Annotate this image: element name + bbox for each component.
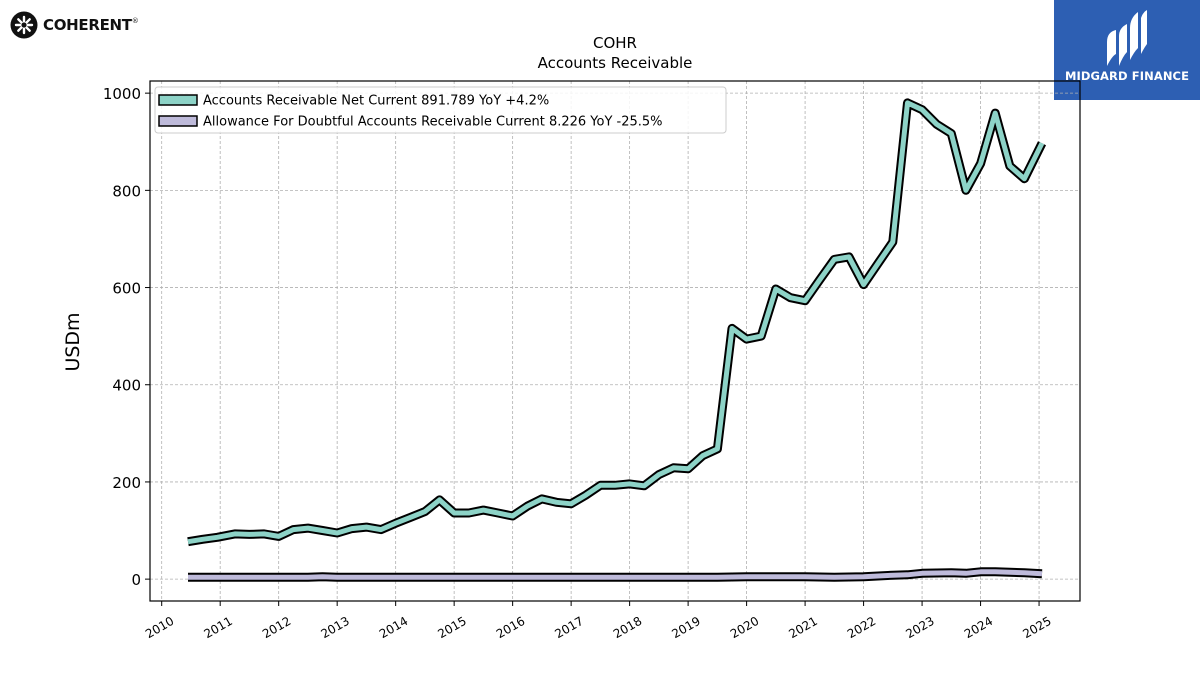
plot-series — [187, 98, 1047, 582]
x-axis: 2010 2011 2012 2013 2014 2015 2016 2017 2018 2019… — [143, 601, 1054, 641]
x-tick-label: 2025 — [1020, 614, 1053, 641]
y-tick-label: 600 — [112, 280, 141, 298]
y-tick-label: 0 — [131, 571, 141, 589]
legend-label-ar: Accounts Receivable Net Current 891.789 … — [203, 94, 549, 109]
plot-frame — [149, 80, 1081, 602]
x-tick-label: 2018 — [611, 614, 644, 641]
company-name: COHERENT — [43, 16, 132, 34]
x-tick-label: 2020 — [728, 614, 761, 641]
series-line-allowance — [188, 569, 1043, 580]
x-tick-label: 2019 — [669, 614, 702, 641]
y-axis-label: USDm — [62, 312, 84, 371]
midgard-mark-icon — [1107, 10, 1147, 66]
x-tick-label: 2021 — [786, 614, 819, 641]
x-tick-label: 2023 — [903, 614, 936, 641]
x-tick-label: 2022 — [845, 614, 878, 641]
y-tick-label: 1000 — [103, 85, 141, 103]
legend-swatch-allowance — [158, 115, 198, 127]
x-tick-label: 2010 — [143, 614, 176, 641]
x-tick-label: 2014 — [377, 614, 410, 641]
coherent-logo: COHERENT ® — [10, 9, 160, 41]
y-tick-label: 400 — [112, 377, 141, 395]
x-tick-label: 2016 — [494, 614, 527, 641]
chart-title: COHR — [593, 34, 637, 52]
x-tick-label: 2012 — [260, 614, 293, 641]
midgard-finance-logo: MIDGARD FINANCE — [1054, 0, 1200, 100]
series-line-outline-ar — [187, 98, 1047, 547]
y-tick-label: 200 — [112, 474, 141, 492]
coherent-mark-icon — [10, 11, 38, 39]
chart-subtitle: Accounts Receivable — [538, 54, 693, 72]
legend-swatch-ar — [158, 94, 198, 106]
grid — [150, 81, 1080, 601]
publisher-name: MIDGARD FINANCE — [1064, 69, 1190, 83]
series-line-ar — [187, 100, 1045, 545]
registered-mark: ® — [131, 17, 139, 25]
y-tick-label: 800 — [112, 182, 141, 200]
y-axis: 0 200 400 600 800 1000 — [103, 85, 150, 589]
x-tick-label: 2015 — [435, 614, 468, 641]
legend-box — [154, 86, 727, 134]
x-tick-label: 2013 — [318, 614, 351, 641]
x-tick-label: 2011 — [201, 614, 234, 641]
x-tick-label: 2024 — [962, 614, 995, 641]
legend: Accounts Receivable Net Current 891.789 … — [154, 86, 727, 134]
legend-label-allowance: Allowance For Doubtful Accounts Receivab… — [203, 115, 663, 130]
x-tick-label: 2017 — [552, 614, 585, 641]
